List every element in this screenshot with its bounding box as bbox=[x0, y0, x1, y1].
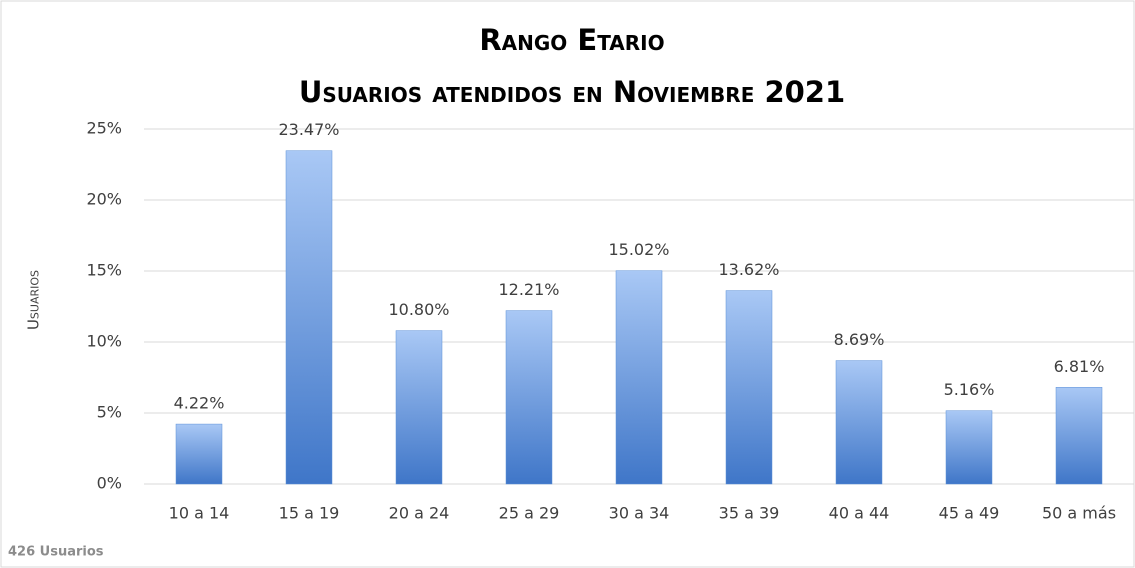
bar bbox=[835, 360, 883, 485]
chart-subtitle: Usuarios atendidos en Noviembre 2021 bbox=[299, 75, 845, 109]
x-tick-label: 45 a 49 bbox=[939, 504, 1000, 523]
bar bbox=[175, 423, 223, 485]
x-tick-label: 35 a 39 bbox=[719, 504, 780, 523]
chart-title: Rango Etario bbox=[479, 23, 664, 57]
y-tick-label: 15% bbox=[86, 261, 122, 280]
bar bbox=[945, 410, 993, 485]
x-tick-label: 30 a 34 bbox=[609, 504, 670, 523]
bar bbox=[1055, 387, 1103, 485]
bar bbox=[725, 290, 773, 485]
bar bbox=[395, 330, 443, 485]
footnote: 426 Usuarios bbox=[8, 545, 104, 560]
x-tick-label: 40 a 44 bbox=[829, 504, 890, 523]
x-tick-label: 25 a 29 bbox=[499, 504, 560, 523]
data-label: 12.21% bbox=[498, 280, 559, 299]
data-label: 10.80% bbox=[388, 300, 449, 319]
data-label: 8.69% bbox=[834, 330, 885, 349]
data-label: 6.81% bbox=[1054, 357, 1105, 376]
y-axis-label: Usuarios bbox=[25, 270, 43, 330]
x-tick-label: 20 a 24 bbox=[389, 504, 450, 523]
x-tick-label: 50 a más bbox=[1042, 504, 1116, 523]
y-tick-label: 25% bbox=[86, 119, 122, 138]
bar bbox=[285, 150, 333, 485]
y-tick-label: 5% bbox=[97, 403, 122, 422]
y-tick-label: 10% bbox=[86, 332, 122, 351]
bar bbox=[615, 270, 663, 485]
data-label: 13.62% bbox=[718, 260, 779, 279]
data-label: 5.16% bbox=[944, 380, 995, 399]
data-label: 4.22% bbox=[174, 394, 225, 413]
x-tick-label: 15 a 19 bbox=[279, 504, 340, 523]
y-tick-label: 20% bbox=[86, 190, 122, 209]
data-label: 23.47% bbox=[278, 120, 339, 139]
data-label: 15.02% bbox=[608, 240, 669, 259]
bar bbox=[505, 310, 553, 485]
x-tick-label: 10 a 14 bbox=[169, 504, 230, 523]
y-tick-label: 0% bbox=[97, 474, 122, 493]
